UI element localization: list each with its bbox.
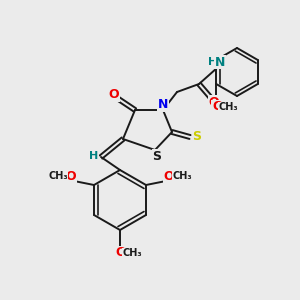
Text: S: S	[152, 149, 161, 163]
Text: N: N	[158, 98, 168, 112]
Text: CH₃: CH₃	[48, 171, 68, 181]
Text: O: O	[164, 169, 174, 182]
Text: CH₃: CH₃	[218, 102, 238, 112]
Text: CH₃: CH₃	[122, 248, 142, 258]
Text: H: H	[89, 151, 99, 161]
Text: O: O	[66, 169, 76, 182]
Text: O: O	[116, 247, 126, 260]
Text: N: N	[215, 56, 225, 68]
Text: O: O	[209, 95, 219, 109]
Text: O: O	[109, 88, 119, 101]
Text: H: H	[208, 57, 217, 67]
Text: O: O	[212, 100, 223, 113]
Text: CH₃: CH₃	[172, 171, 192, 181]
Text: S: S	[193, 130, 202, 143]
